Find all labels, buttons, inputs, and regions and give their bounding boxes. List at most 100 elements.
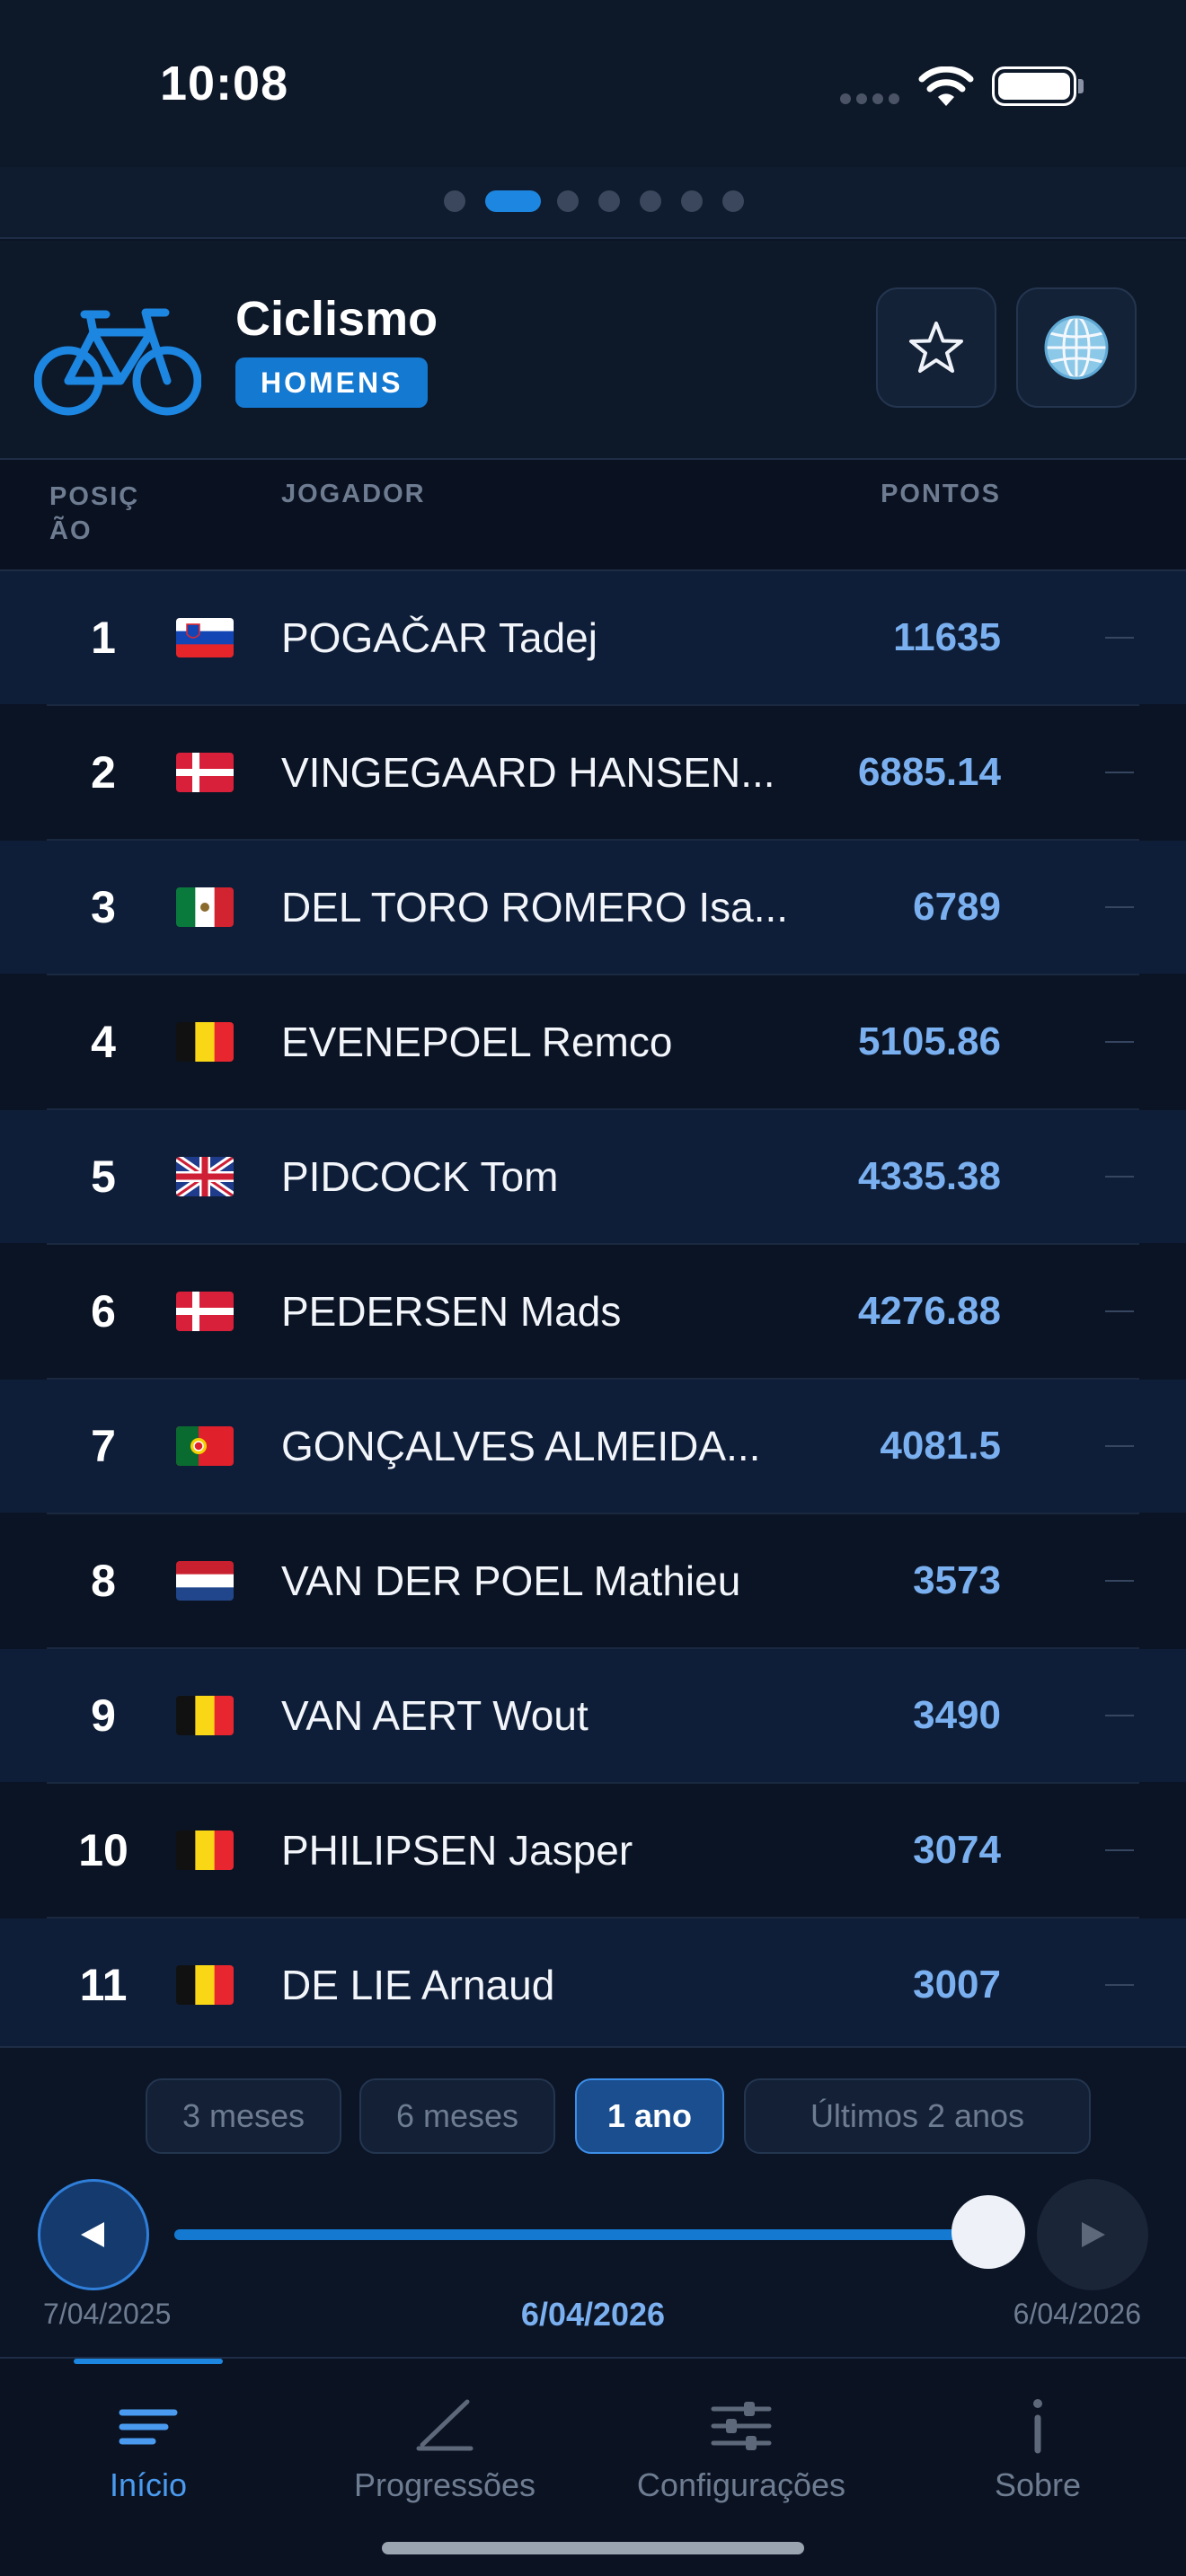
column-player[interactable]: JOGADOR bbox=[281, 480, 426, 508]
bicycle-icon bbox=[34, 308, 201, 416]
rank: 2 bbox=[91, 747, 116, 798]
player-name: POGAČAR Tadej bbox=[281, 614, 597, 661]
trend-indicator bbox=[1105, 1580, 1134, 1582]
home-indicator[interactable] bbox=[382, 2542, 804, 2554]
row-separator bbox=[47, 1108, 1139, 1110]
points: 3074 bbox=[913, 1828, 1001, 1872]
ranking-row[interactable]: 8 VAN DER POEL Mathieu 3573 bbox=[0, 1514, 1186, 1649]
points: 6789 bbox=[913, 885, 1001, 929]
flag-mexico-icon bbox=[176, 887, 234, 927]
points: 6885.14 bbox=[857, 750, 1001, 794]
ranking-row[interactable]: 9 VAN AERT Wout 3490 bbox=[0, 1649, 1186, 1784]
player-name: VAN AERT Wout bbox=[281, 1692, 589, 1739]
time-controls: 3 meses 6 meses 1 ano Últimos 2 anos 7/04/2… bbox=[0, 2046, 1186, 2357]
rank: 3 bbox=[91, 882, 116, 932]
player-name: PHILIPSEN Jasper bbox=[281, 1827, 633, 1874]
row-separator bbox=[47, 1243, 1139, 1245]
trend-indicator bbox=[1105, 1715, 1134, 1716]
timeline-slider[interactable] bbox=[174, 2229, 983, 2240]
trend-indicator bbox=[1105, 1041, 1134, 1043]
column-position[interactable]: POSIÇ ÃO bbox=[49, 482, 140, 545]
points: 4276.88 bbox=[857, 1289, 1001, 1333]
rank: 5 bbox=[91, 1151, 116, 1202]
page-dot[interactable] bbox=[598, 190, 620, 212]
row-separator bbox=[47, 1513, 1139, 1514]
trend-indicator bbox=[1105, 1445, 1134, 1447]
ranking-row[interactable]: 3 DEL TORO ROMERO Isa... 6789 bbox=[0, 841, 1186, 975]
page-dot[interactable] bbox=[722, 190, 744, 212]
player-name: PEDERSEN Mads bbox=[281, 1288, 622, 1335]
rank: 1 bbox=[91, 613, 116, 663]
flag-belgium-icon bbox=[176, 1965, 234, 2005]
points: 11635 bbox=[893, 615, 1001, 659]
ranking-row[interactable]: 1 POGAČAR Tadej 11635 bbox=[0, 571, 1186, 706]
trend-indicator bbox=[1105, 1176, 1134, 1178]
flag-belgium-icon bbox=[176, 1696, 234, 1735]
sport-header: Ciclismo HOMENS bbox=[0, 241, 1186, 460]
favorite-button[interactable] bbox=[876, 287, 996, 408]
page-indicator[interactable] bbox=[0, 167, 1186, 239]
list-icon bbox=[119, 2409, 178, 2445]
trend-indicator bbox=[1105, 906, 1134, 908]
tab-sobre[interactable]: Sobre bbox=[890, 2395, 1186, 2511]
player-name: DEL TORO ROMERO Isa... bbox=[281, 884, 789, 931]
points: 4335.38 bbox=[857, 1154, 1001, 1198]
column-points[interactable]: PONTOS bbox=[881, 480, 1001, 508]
region-button[interactable] bbox=[1016, 287, 1137, 408]
slider-thumb[interactable] bbox=[951, 2195, 1025, 2269]
points: 4081.5 bbox=[880, 1424, 1001, 1468]
range-chip[interactable]: 3 meses bbox=[146, 2078, 341, 2154]
row-separator bbox=[47, 974, 1139, 975]
page-dot[interactable] bbox=[557, 190, 579, 212]
table-header: POSIÇ ÃO JOGADOR PONTOS bbox=[0, 460, 1186, 571]
flag-denmark-icon bbox=[176, 1292, 234, 1331]
ranking-row[interactable]: 5 PIDCOCK Tom 4335.38 bbox=[0, 1110, 1186, 1245]
play-left-icon bbox=[81, 2222, 104, 2247]
tab-label: Sobre bbox=[994, 2466, 1082, 2503]
previous-button[interactable] bbox=[38, 2179, 149, 2290]
ranking-row[interactable]: 11 DE LIE Arnaud 3007 bbox=[0, 1919, 1186, 2046]
sliders-icon bbox=[711, 2402, 772, 2450]
ranking-list[interactable]: 1 POGAČAR Tadej 11635 2 VINGEGAARD HANSEN...… bbox=[0, 571, 1186, 2046]
sport-title: Ciclismo bbox=[235, 292, 438, 346]
range-chip[interactable]: 6 meses bbox=[359, 2078, 555, 2154]
range-chip[interactable]: Últimos 2 anos bbox=[744, 2078, 1091, 2154]
tab-inicio[interactable]: Início bbox=[0, 2395, 296, 2511]
start-date: 7/04/2025 bbox=[43, 2298, 172, 2330]
current-date: 6/04/2026 bbox=[520, 2296, 666, 2333]
page-dot[interactable] bbox=[681, 190, 703, 212]
tab-progressoes[interactable]: Progressões bbox=[296, 2395, 593, 2511]
trend-indicator bbox=[1105, 1849, 1134, 1851]
flag-belgium-icon bbox=[176, 1831, 234, 1870]
flag-netherlands-icon bbox=[176, 1561, 234, 1601]
points: 3007 bbox=[913, 1963, 1001, 2007]
ranking-row[interactable]: 6 PEDERSEN Mads 4276.88 bbox=[0, 1245, 1186, 1380]
ranking-row[interactable]: 10 PHILIPSEN Jasper 3074 bbox=[0, 1784, 1186, 1919]
points: 5105.86 bbox=[857, 1019, 1001, 1063]
flag-portugal-icon bbox=[176, 1426, 234, 1466]
rank: 6 bbox=[91, 1286, 116, 1337]
globe-icon bbox=[1044, 315, 1109, 380]
end-date: 6/04/2026 bbox=[1013, 2298, 1141, 2330]
tab-label: Início bbox=[109, 2466, 188, 2503]
active-tab-indicator bbox=[74, 2359, 223, 2364]
row-separator bbox=[47, 839, 1139, 841]
player-name: GONÇALVES ALMEIDA... bbox=[281, 1423, 761, 1469]
page-dot[interactable] bbox=[485, 190, 541, 212]
tab-configuracoes[interactable]: Configurações bbox=[593, 2395, 890, 2511]
ranking-row[interactable]: 4 EVENEPOEL Remco 5105.86 bbox=[0, 975, 1186, 1110]
slider-fill bbox=[174, 2229, 983, 2240]
ranking-row[interactable]: 7 GONÇALVES ALMEIDA... 4081.5 bbox=[0, 1380, 1186, 1514]
ranking-row[interactable]: 2 VINGEGAARD HANSEN... 6885.14 bbox=[0, 706, 1186, 841]
page-dot[interactable] bbox=[640, 190, 661, 212]
range-chip[interactable]: 1 ano bbox=[575, 2078, 724, 2154]
rank: 10 bbox=[78, 1825, 128, 1875]
row-separator bbox=[47, 1782, 1139, 1784]
trend-indicator bbox=[1105, 1310, 1134, 1312]
rank: 11 bbox=[79, 1960, 128, 2010]
rank: 7 bbox=[91, 1421, 116, 1471]
row-separator bbox=[47, 1917, 1139, 1919]
page-dot[interactable] bbox=[444, 190, 465, 212]
next-button[interactable] bbox=[1037, 2179, 1148, 2290]
flag-belgium-icon bbox=[176, 1022, 234, 1062]
